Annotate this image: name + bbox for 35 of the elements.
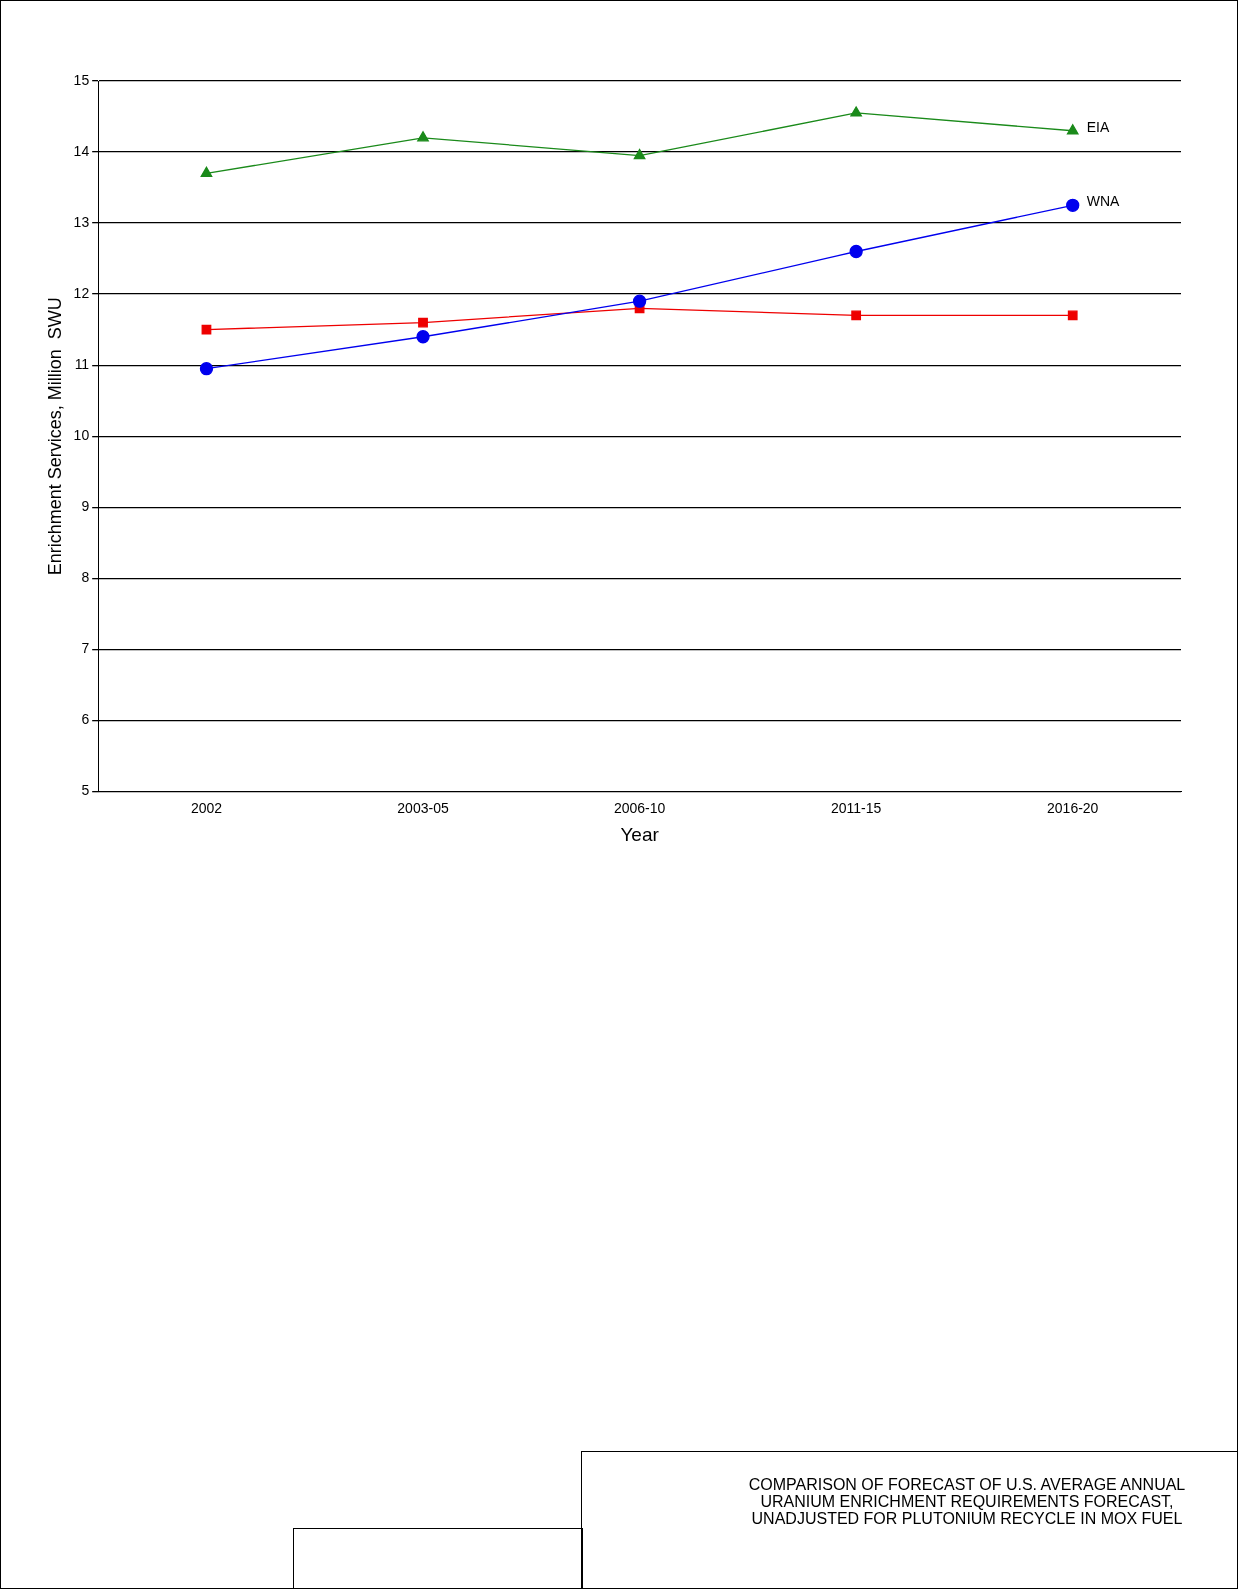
y-tick-label: 7 xyxy=(81,640,90,657)
y-tick-label: 15 xyxy=(73,71,90,88)
point xyxy=(199,362,214,376)
y-tick-label: 9 xyxy=(81,498,90,515)
point xyxy=(418,317,428,328)
y-tick-label: 10 xyxy=(73,427,90,444)
point xyxy=(416,330,430,344)
point xyxy=(1066,198,1080,212)
y-tick-label: 5 xyxy=(81,782,90,799)
point xyxy=(417,131,429,142)
point xyxy=(632,294,647,308)
point xyxy=(1067,310,1078,321)
series-label: EIA xyxy=(1086,118,1110,135)
y-tick-label: 13 xyxy=(73,213,90,230)
point xyxy=(200,166,213,177)
y-axis-title: Enrichment Services, Million SWU xyxy=(44,297,65,576)
x-tick-label: 2002 xyxy=(190,799,223,816)
point xyxy=(851,310,862,321)
y-tick-label: 14 xyxy=(73,142,90,159)
text: COMPARISON OF FORECAST OF U.S. AVERAGE ANNUAL URANIUM ENRICHMENT REQUIREMENTS FORECAST, UNADJUSTED FOR PLUTONIUM RECYCLE IN MOX FUEL xyxy=(747,1476,1187,1527)
point xyxy=(201,324,212,335)
series-label: WNA xyxy=(1086,193,1121,210)
y-tick-label: 12 xyxy=(73,284,90,301)
x-tick-label: 2016-20 xyxy=(1047,799,1099,816)
point xyxy=(849,244,863,259)
x-axis-title: Year xyxy=(620,823,660,845)
x-tick-label: 2011-15 xyxy=(830,799,882,816)
y-tick-label: 6 xyxy=(81,711,90,728)
x-tick-label: 2003-05 xyxy=(397,799,449,816)
y-tick-label: 11 xyxy=(74,356,90,373)
point xyxy=(633,148,646,160)
y-tick-label: 8 xyxy=(81,569,90,586)
x-tick-label: 2006-10 xyxy=(613,799,666,816)
point xyxy=(1066,124,1079,135)
point xyxy=(850,106,862,117)
